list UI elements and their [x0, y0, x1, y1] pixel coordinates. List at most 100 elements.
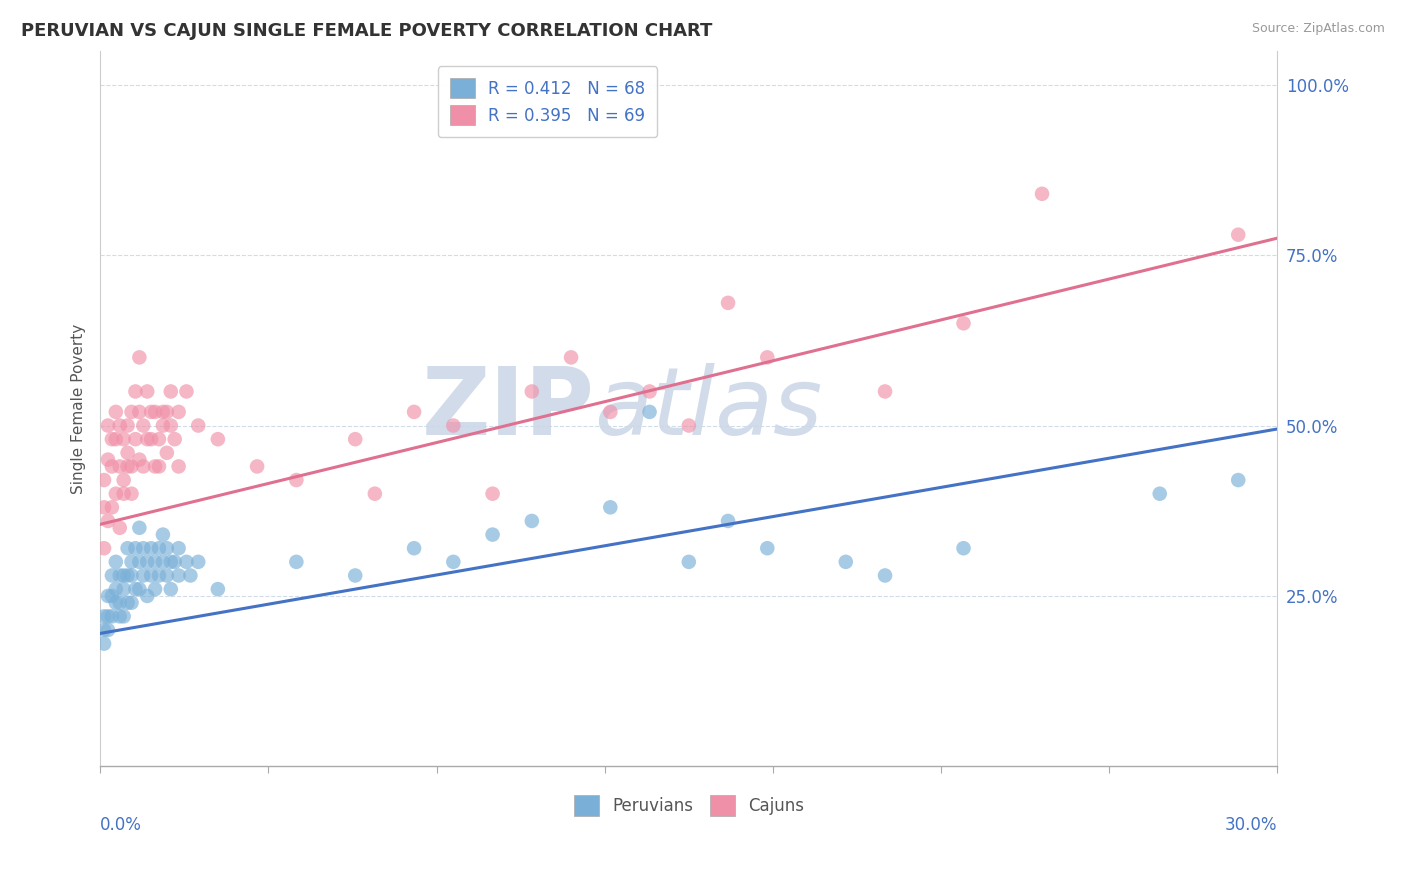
Point: [560, 351, 582, 365]
Point: [364, 486, 387, 500]
Point: [128, 405, 150, 419]
Point: [148, 568, 170, 582]
Point: [156, 446, 179, 460]
Point: [717, 514, 740, 528]
Point: [148, 432, 170, 446]
Point: [117, 418, 139, 433]
Point: [97, 589, 120, 603]
Point: [117, 541, 139, 556]
Point: [112, 432, 135, 446]
Point: [159, 582, 181, 596]
Point: [104, 582, 127, 596]
Point: [132, 541, 155, 556]
Point: [152, 405, 174, 419]
Point: [141, 405, 163, 419]
Point: [93, 609, 115, 624]
Point: [143, 555, 166, 569]
Point: [101, 459, 124, 474]
Point: [93, 541, 115, 556]
Point: [128, 351, 150, 365]
Point: [1227, 227, 1250, 242]
Point: [124, 582, 146, 596]
Point: [101, 500, 124, 515]
Point: [952, 316, 974, 330]
Point: [143, 459, 166, 474]
Point: [93, 637, 115, 651]
Point: [520, 384, 543, 399]
Point: [104, 596, 127, 610]
Point: [167, 568, 190, 582]
Point: [117, 459, 139, 474]
Point: [156, 541, 179, 556]
Point: [108, 459, 131, 474]
Point: [93, 500, 115, 515]
Point: [121, 596, 143, 610]
Point: [148, 541, 170, 556]
Point: [97, 418, 120, 433]
Point: [176, 384, 198, 399]
Point: [638, 405, 661, 419]
Point: [104, 405, 127, 419]
Point: [101, 432, 124, 446]
Point: [344, 568, 367, 582]
Text: 30.0%: 30.0%: [1225, 816, 1278, 834]
Text: atlas: atlas: [595, 363, 823, 454]
Point: [152, 527, 174, 541]
Point: [952, 541, 974, 556]
Point: [141, 568, 163, 582]
Point: [159, 418, 181, 433]
Legend: Peruvians, Cajuns: Peruvians, Cajuns: [567, 789, 811, 822]
Point: [112, 473, 135, 487]
Point: [121, 405, 143, 419]
Point: [1031, 186, 1053, 201]
Point: [159, 384, 181, 399]
Point: [141, 541, 163, 556]
Point: [873, 384, 896, 399]
Point: [167, 541, 190, 556]
Point: [117, 596, 139, 610]
Point: [163, 432, 186, 446]
Point: [156, 568, 179, 582]
Point: [97, 609, 120, 624]
Point: [101, 568, 124, 582]
Point: [143, 582, 166, 596]
Point: [179, 568, 201, 582]
Point: [112, 486, 135, 500]
Point: [1149, 486, 1171, 500]
Point: [481, 486, 503, 500]
Point: [128, 452, 150, 467]
Point: [121, 459, 143, 474]
Point: [873, 568, 896, 582]
Point: [121, 486, 143, 500]
Point: [404, 541, 426, 556]
Point: [441, 555, 464, 569]
Point: [104, 555, 127, 569]
Point: [835, 555, 858, 569]
Point: [136, 384, 159, 399]
Point: [285, 555, 308, 569]
Point: [159, 555, 181, 569]
Point: [93, 473, 115, 487]
Point: [97, 452, 120, 467]
Point: [187, 418, 209, 433]
Point: [132, 568, 155, 582]
Point: [97, 514, 120, 528]
Point: [441, 418, 464, 433]
Point: [678, 418, 700, 433]
Point: [124, 541, 146, 556]
Point: [132, 459, 155, 474]
Point: [141, 432, 163, 446]
Point: [121, 555, 143, 569]
Text: Source: ZipAtlas.com: Source: ZipAtlas.com: [1251, 22, 1385, 36]
Point: [717, 296, 740, 310]
Point: [108, 568, 131, 582]
Point: [520, 514, 543, 528]
Point: [132, 418, 155, 433]
Text: 0.0%: 0.0%: [100, 816, 142, 834]
Point: [344, 432, 367, 446]
Point: [207, 432, 229, 446]
Point: [124, 432, 146, 446]
Point: [101, 609, 124, 624]
Point: [112, 582, 135, 596]
Point: [104, 486, 127, 500]
